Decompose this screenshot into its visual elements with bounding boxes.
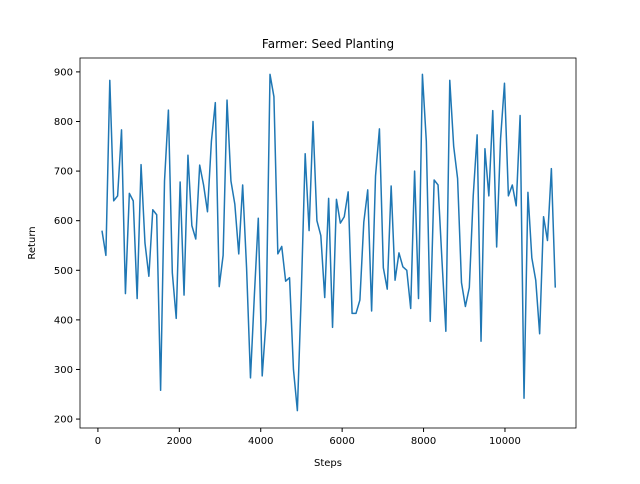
x-tick-label: 4000 [248, 436, 273, 447]
y-tick-label: 400 [54, 315, 73, 326]
x-tick-label: 2000 [167, 436, 192, 447]
x-tick-label: 0 [95, 436, 101, 447]
x-tick-label: 6000 [329, 436, 354, 447]
y-tick-label: 600 [54, 216, 73, 227]
y-tick-label: 800 [54, 117, 73, 128]
x-axis-label: Steps [314, 458, 342, 469]
y-tick-label: 300 [54, 365, 73, 376]
y-axis-label: Return [27, 226, 38, 259]
x-tick-label: 8000 [411, 436, 436, 447]
plot-frame [79, 57, 577, 429]
chart-title: Farmer: Seed Planting [262, 37, 394, 51]
data-line [101, 73, 557, 412]
y-tick-label: 200 [54, 415, 73, 426]
x-tick-label: 10000 [489, 436, 521, 447]
y-tick-label: 500 [54, 266, 73, 277]
y-tick-label: 900 [54, 67, 73, 78]
y-tick-label: 700 [54, 167, 73, 178]
